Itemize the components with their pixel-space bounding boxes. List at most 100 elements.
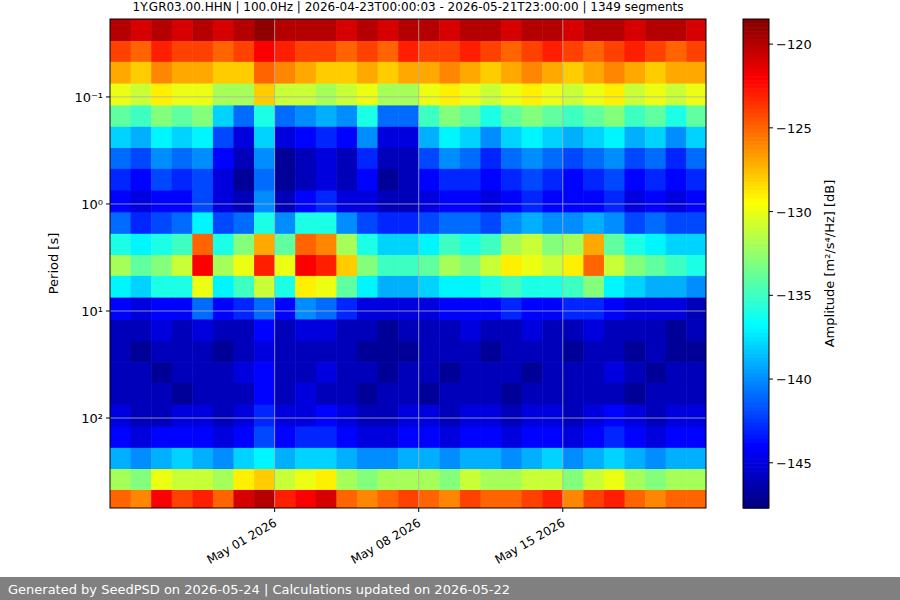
heatmap-cell — [583, 127, 604, 149]
heatmap-cell — [316, 426, 337, 448]
heatmap-cell — [583, 62, 604, 84]
heatmap-cell — [686, 84, 706, 106]
heatmap-cell — [316, 127, 337, 149]
colorbar-step — [743, 178, 769, 183]
heatmap-cell — [336, 383, 357, 405]
heatmap-cell — [316, 319, 337, 341]
heatmap-cell — [625, 191, 646, 213]
colorbar-step — [743, 410, 769, 415]
colorbar-step — [743, 255, 769, 260]
heatmap-cell — [192, 383, 213, 405]
heatmap-cell — [419, 191, 440, 213]
heatmap-cell — [357, 148, 378, 169]
heatmap-cell — [357, 298, 378, 320]
heatmap-cell — [131, 127, 152, 149]
colorbar-step — [743, 166, 769, 171]
colorbar-step — [743, 325, 769, 330]
colorbar-step — [743, 467, 769, 472]
heatmap-cell — [645, 148, 666, 169]
colorbar-step — [743, 353, 769, 358]
heatmap-cell — [460, 298, 481, 320]
heatmap-cell — [604, 319, 625, 341]
heatmap-cell — [295, 212, 316, 234]
heatmap-cell — [645, 405, 666, 427]
heatmap-cell — [192, 191, 213, 213]
heatmap-cell — [254, 19, 275, 41]
heatmap-cell — [439, 255, 460, 276]
heatmap-cell — [563, 84, 584, 106]
heatmap-cell — [419, 212, 440, 234]
heatmap-cell — [666, 341, 687, 363]
heatmap-cell — [501, 169, 522, 191]
heatmap-cell — [151, 276, 172, 298]
colorbar-step — [743, 182, 769, 187]
colorbar-step — [743, 345, 769, 350]
colorbar-step — [743, 39, 769, 44]
heatmap-cell — [686, 19, 706, 41]
heatmap-cell — [378, 426, 399, 448]
heatmap-cell — [542, 490, 563, 508]
heatmap-cell — [419, 234, 440, 256]
heatmap-cell — [336, 105, 357, 127]
heatmap-cell — [583, 426, 604, 448]
heatmap-cell — [336, 19, 357, 41]
heatmap-cell — [563, 41, 584, 62]
heatmap-cell — [192, 341, 213, 363]
y-tick — [106, 203, 110, 204]
heatmap-cell — [666, 41, 687, 62]
heatmap-cell — [233, 105, 254, 127]
colorbar-step — [743, 264, 769, 269]
heatmap-cell — [542, 84, 563, 106]
colorbar-step — [743, 223, 769, 228]
heatmap-cell — [625, 298, 646, 320]
heatmap-cell — [563, 426, 584, 448]
heatmap-cell — [542, 298, 563, 320]
heatmap-cell — [625, 341, 646, 363]
heatmap-cell — [213, 212, 234, 234]
heatmap-cell — [501, 191, 522, 213]
heatmap-cell — [666, 84, 687, 106]
colorbar-step — [743, 64, 769, 69]
heatmap-cell — [131, 383, 152, 405]
heatmap-cell — [604, 105, 625, 127]
heatmap-cell — [192, 148, 213, 169]
heatmap-cell — [480, 490, 501, 508]
title: 1Y.GR03.00.HHN | 100.0Hz | 2026-04-23T00… — [133, 0, 684, 14]
heatmap-cell — [480, 169, 501, 191]
heatmap-cell — [501, 255, 522, 276]
heatmap-cell — [213, 255, 234, 276]
heatmap-cell — [336, 169, 357, 191]
heatmap-cell — [419, 469, 440, 490]
heatmap-cell — [542, 191, 563, 213]
heatmap-cell — [192, 169, 213, 191]
heatmap-cell — [151, 298, 172, 320]
colorbar-step — [743, 418, 769, 423]
heatmap-cell — [480, 319, 501, 341]
heatmap-cell — [604, 191, 625, 213]
heatmap-cell — [439, 405, 460, 427]
colorbar-step — [743, 113, 769, 118]
colorbar-step — [743, 386, 769, 391]
heatmap-cell — [192, 105, 213, 127]
heatmap-cell — [686, 169, 706, 191]
heatmap-cell — [460, 426, 481, 448]
heatmap-cell — [192, 41, 213, 62]
heatmap-cell — [192, 490, 213, 508]
heatmap-cell — [604, 127, 625, 149]
heatmap-cell — [480, 255, 501, 276]
colorbar-step — [743, 170, 769, 175]
heatmap-cell — [686, 62, 706, 84]
heatmap-cell — [604, 405, 625, 427]
heatmap-cell — [522, 84, 543, 106]
colorbar-step — [743, 194, 769, 199]
colorbar-step — [743, 308, 769, 313]
grid-line — [110, 310, 706, 311]
heatmap-cell — [563, 169, 584, 191]
heatmap-cell — [419, 84, 440, 106]
heatmap-cell — [254, 62, 275, 84]
heatmap-cell — [192, 469, 213, 490]
heatmap-cell — [522, 298, 543, 320]
heatmap-cell — [542, 62, 563, 84]
heatmap-cell — [480, 19, 501, 41]
heatmap-cell — [686, 341, 706, 363]
